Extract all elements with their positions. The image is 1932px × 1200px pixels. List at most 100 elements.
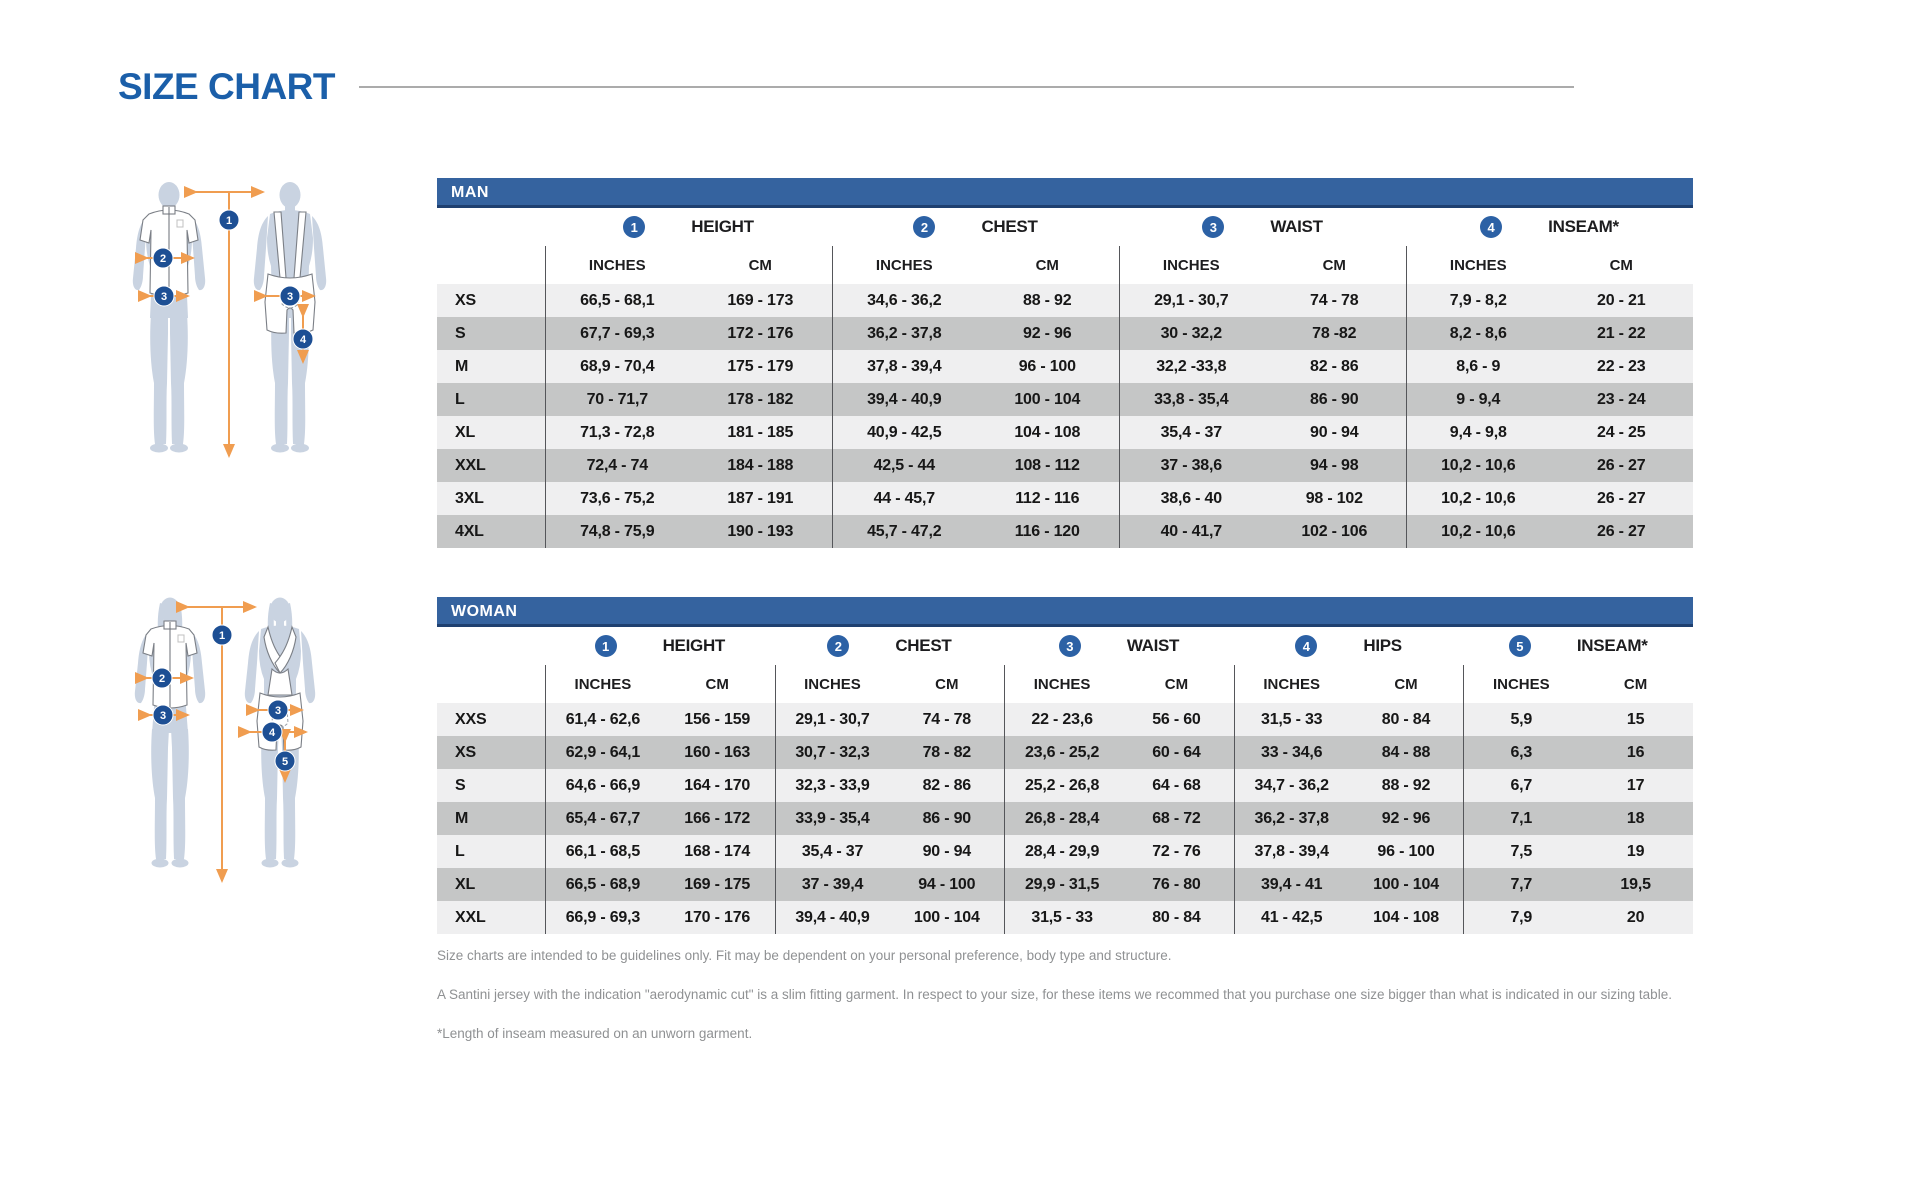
value-cell: 68 - 72: [1152, 809, 1201, 827]
value-cell: 15: [1626, 710, 1645, 728]
svg-text:2: 2: [160, 253, 166, 265]
measure-group-label: WAIST: [1126, 636, 1180, 655]
size-row: S 67,7 - 69,3 172 - 176 36,2 - 37,8 92 - 96 3…: [437, 317, 1693, 350]
value-cell: 10,2 - 10,6: [1406, 515, 1550, 548]
value-cell: 10,2 - 10,6: [1406, 449, 1550, 482]
svg-text:2: 2: [159, 673, 165, 685]
value-cell: 38,6 - 40: [1119, 482, 1263, 515]
value-cell: 104 - 108: [1014, 423, 1081, 441]
value-cell: 108 - 112: [1014, 456, 1080, 474]
value-cell: 92 - 96: [1023, 324, 1072, 342]
measure-group-header-row: 1 HEIGHT 2 CHEST 3 WAIST 4 HIPS 5 INSEAM*: [437, 627, 1693, 665]
value-cell: 65,4 - 67,7: [545, 802, 660, 835]
value-cell: 30 - 32,2: [1119, 317, 1263, 350]
size-row: M 68,9 - 70,4 175 - 179 37,8 - 39,4 96 - 100…: [437, 350, 1693, 383]
value-cell: 96 - 100: [1377, 842, 1435, 860]
woman-size-table: WOMAN 1 HEIGHT 2 CHEST 3 WAIST 4 HIPS 5 INSEAM* INC…: [437, 597, 1693, 934]
value-cell: 72 - 76: [1152, 842, 1201, 860]
value-cell: 36,2 - 37,8: [832, 317, 976, 350]
size-label-cell: XXS: [455, 710, 487, 728]
unit-header-cell: CM: [748, 256, 772, 274]
value-cell: 74 - 78: [922, 710, 972, 728]
measure-group-label: HEIGHT: [662, 636, 726, 655]
footnote-aerodynamic-cut: A Santini jersey with the indication "ae…: [437, 986, 1672, 1002]
value-cell: 190 - 193: [727, 522, 794, 540]
size-label-cell: XXL: [455, 908, 486, 926]
value-cell: 94 - 98: [1310, 456, 1359, 474]
footnotes: Size charts are intended to be guideline…: [437, 948, 1717, 1065]
measure-group-label: WAIST: [1270, 217, 1323, 236]
woman-marker-5-icon: 5: [274, 750, 296, 772]
value-cell: 82 - 86: [1310, 357, 1359, 375]
svg-text:3: 3: [161, 291, 167, 303]
size-row: XS 62,9 - 64,1 160 - 163 30,7 - 32,3 78 - 82…: [437, 736, 1693, 769]
value-cell: 76 - 80: [1152, 875, 1201, 893]
value-cell: 169 - 173: [727, 291, 794, 309]
value-cell: 166 - 172: [684, 809, 751, 827]
value-cell: 19,5: [1620, 875, 1651, 893]
value-cell: 17: [1626, 776, 1645, 794]
size-row: XS 66,5 - 68,1 169 - 173 34,6 - 36,2 88 - 92…: [437, 284, 1693, 317]
size-label-cell: M: [455, 809, 469, 827]
man-back-silhouette: [253, 182, 327, 453]
measure-group-label: INSEAM*: [1576, 636, 1648, 655]
svg-text:4: 4: [300, 334, 307, 346]
unit-header-cell: INCHES: [1406, 246, 1550, 284]
value-cell: 7,7: [1463, 868, 1578, 901]
unit-header-cell: CM: [1609, 256, 1633, 274]
value-cell: 66,5 - 68,1: [545, 284, 689, 317]
value-cell: 66,5 - 68,9: [545, 868, 660, 901]
value-cell: 20 - 21: [1597, 291, 1646, 309]
value-cell: 100 - 104: [1373, 875, 1439, 893]
unit-header-cell: INCHES: [1463, 665, 1578, 703]
value-cell: 41 - 42,5: [1233, 901, 1349, 934]
value-cell: 26 - 27: [1597, 456, 1646, 474]
value-cell: 66,9 - 69,3: [545, 901, 660, 934]
value-cell: 70 - 71,7: [545, 383, 689, 416]
size-row: XXL 66,9 - 69,3 170 - 176 39,4 - 40,9 100 - …: [437, 901, 1693, 934]
value-cell: 7,9: [1463, 901, 1578, 934]
value-cell: 102 - 106: [1301, 522, 1368, 540]
value-cell: 7,9 - 8,2: [1406, 284, 1550, 317]
value-cell: 34,7 - 36,2: [1233, 769, 1349, 802]
title-divider-line: [359, 86, 1574, 88]
svg-text:3: 3: [160, 710, 166, 722]
value-cell: 60 - 64: [1152, 743, 1201, 761]
value-cell: 44 - 45,7: [832, 482, 976, 515]
size-label-cell: 4XL: [455, 522, 484, 540]
value-cell: 10,2 - 10,6: [1406, 482, 1550, 515]
measure-number-badge: 2: [913, 216, 936, 238]
man-marker-3-back-icon: 3: [279, 285, 301, 307]
unit-header-cell: INCHES: [545, 665, 660, 703]
size-row: XL 66,5 - 68,9 169 - 175 37 - 39,4 94 - 100 2…: [437, 868, 1693, 901]
value-cell: 7,1: [1463, 802, 1578, 835]
value-cell: 82 - 86: [922, 776, 972, 794]
footnote-inseam: *Length of inseam measured on an unworn …: [437, 1025, 753, 1041]
corner-cell: [437, 665, 545, 703]
value-cell: 62,9 - 64,1: [545, 736, 660, 769]
value-cell: 92 - 96: [1381, 809, 1431, 827]
value-cell: 78 -82: [1312, 324, 1357, 342]
value-cell: 64,6 - 66,9: [545, 769, 660, 802]
value-cell: 33 - 34,6: [1233, 736, 1349, 769]
woman-marker-4-icon: 4: [261, 721, 283, 743]
value-cell: 35,4 - 37: [774, 835, 890, 868]
value-cell: 19: [1626, 842, 1645, 860]
corner-cell: [437, 208, 545, 246]
value-cell: 80 - 84: [1152, 908, 1201, 926]
value-cell: 172 - 176: [727, 324, 794, 342]
measure-group-label: CHEST: [895, 636, 952, 655]
value-cell: 74,8 - 75,9: [545, 515, 689, 548]
size-label-cell: S: [455, 324, 466, 342]
value-cell: 100 - 104: [1014, 390, 1081, 408]
value-cell: 37 - 39,4: [774, 868, 890, 901]
value-cell: 42,5 - 44: [832, 449, 976, 482]
value-cell: 72,4 - 74: [545, 449, 689, 482]
unit-header-cell: INCHES: [832, 246, 976, 284]
size-row: L 66,1 - 68,5 168 - 174 35,4 - 37 90 - 94 28,…: [437, 835, 1693, 868]
measure-group-header: 4 INSEAM*: [1406, 216, 1693, 238]
value-cell: 37,8 - 39,4: [1233, 835, 1349, 868]
value-cell: 170 - 176: [684, 908, 751, 926]
value-cell: 31,5 - 33: [1233, 703, 1349, 736]
unit-header-cell: CM: [1035, 256, 1059, 274]
